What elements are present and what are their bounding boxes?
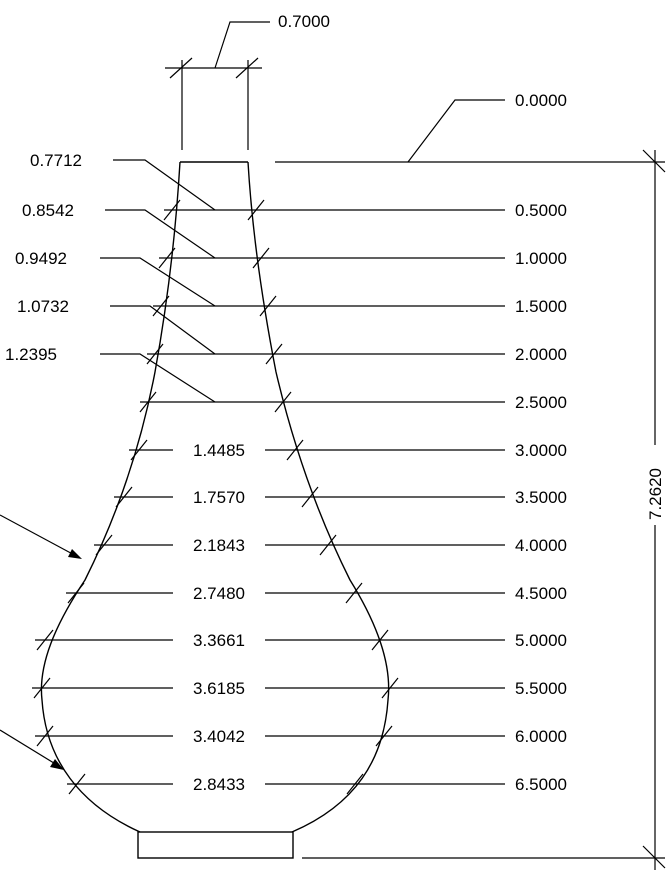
station-width-label: 2.7480	[193, 584, 245, 603]
station-width-label: 1.7570	[193, 488, 245, 507]
station-tick-left	[139, 391, 157, 413]
station-lines: 0.5000 0.8542 1.0000 0.9492 1.5000 1.0732 2.00…	[5, 199, 567, 795]
station-tick-right	[319, 534, 337, 556]
station-tick-left	[36, 629, 54, 651]
station-width-label: 3.4042	[193, 727, 245, 746]
vase-left-profile	[40, 161, 181, 833]
neck-tick-left	[169, 57, 193, 79]
width-leader	[100, 257, 216, 307]
station-height-label: 1.0000	[515, 249, 567, 268]
station-width-label: 3.6185	[193, 679, 245, 698]
top-level-leader	[407, 99, 505, 163]
station-tick-right	[259, 295, 277, 317]
station-tick-left	[36, 725, 54, 747]
station-tick-right	[286, 439, 304, 461]
station-height-label: 3.0000	[515, 441, 567, 460]
station-height-label: 0.5000	[515, 201, 567, 220]
station-tick-left	[33, 677, 51, 699]
vase-right-profile	[247, 161, 390, 833]
station-tick-right	[346, 773, 364, 795]
station-tick-left	[158, 247, 176, 269]
width-leader	[110, 305, 216, 355]
pointer-line-upper	[0, 514, 81, 559]
station-tick-left	[115, 486, 133, 508]
station-height-label: 6.5000	[515, 775, 567, 794]
station-height-label: 5.0000	[515, 631, 567, 650]
top-width-leader	[113, 159, 216, 211]
station-tick-left	[163, 199, 181, 221]
station-height-label: 3.5000	[515, 488, 567, 507]
station-width-label: 0.9492	[15, 249, 67, 268]
station-tick-right	[252, 247, 270, 269]
station-tick-left	[130, 439, 148, 461]
station-height-label: 4.0000	[515, 536, 567, 555]
pointer-line-lower	[0, 729, 63, 769]
station-tick-right	[381, 677, 399, 699]
station-tick-right	[375, 725, 393, 747]
station-width-label: 2.1843	[193, 536, 245, 555]
station-height-label: 2.5000	[515, 393, 567, 412]
total-height-label: 7.2620	[646, 468, 665, 520]
vase-base	[137, 831, 294, 859]
width-leader	[100, 353, 216, 403]
pointer-arrowhead-upper	[68, 549, 82, 559]
station-tick-left	[67, 582, 85, 604]
pointer-arrowhead-lower	[50, 759, 64, 770]
neck-tick-right	[235, 57, 259, 79]
station-height-label: 5.5000	[515, 679, 567, 698]
station-tick-right	[247, 199, 265, 221]
top-width-label: 0.7712	[30, 151, 82, 170]
station-tick-left	[68, 773, 86, 795]
height-tick-bottom	[642, 845, 666, 869]
station-width-label: 3.3661	[193, 631, 245, 650]
station-height-label: 4.5000	[515, 584, 567, 603]
top-level-label: 0.0000	[515, 91, 567, 110]
station-tick-right	[265, 343, 283, 365]
neck-leader	[214, 21, 270, 69]
station-width-label: 1.2395	[5, 345, 57, 364]
station-width-label: 0.8542	[22, 201, 74, 220]
width-leader	[105, 209, 216, 259]
neck-width-label: 0.7000	[278, 12, 330, 31]
station-tick-right	[345, 582, 363, 604]
station-height-label: 6.0000	[515, 727, 567, 746]
height-tick-top	[642, 149, 666, 173]
station-tick-left	[95, 534, 113, 556]
station-tick-right	[274, 391, 292, 413]
station-width-label: 1.0732	[17, 297, 69, 316]
station-tick-right	[371, 629, 389, 651]
station-width-label: 1.4485	[193, 441, 245, 460]
station-tick-left	[152, 295, 170, 317]
station-height-label: 2.0000	[515, 345, 567, 364]
station-height-label: 1.5000	[515, 297, 567, 316]
station-tick-right	[301, 486, 319, 508]
station-width-label: 2.8433	[193, 775, 245, 794]
